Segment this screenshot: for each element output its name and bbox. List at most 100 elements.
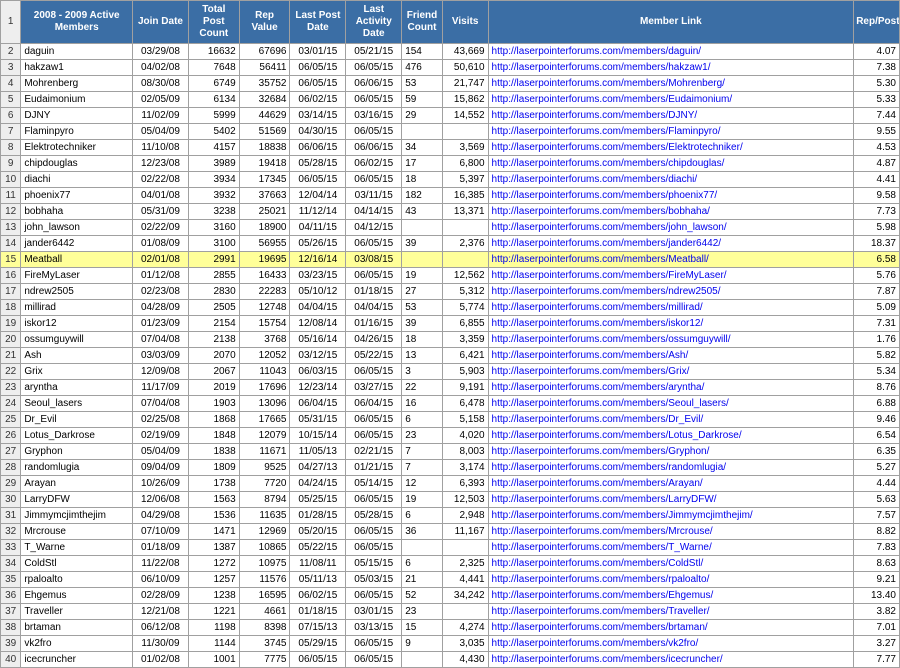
table-row[interactable]: 10diachi02/22/0839341734506/05/1506/05/1… bbox=[1, 172, 900, 188]
cell-link[interactable]: http://laserpointerforums.com/members/rp… bbox=[488, 572, 854, 588]
cell-link[interactable]: http://laserpointerforums.com/members/As… bbox=[488, 348, 854, 364]
table-row[interactable]: 4Mohrenberg08/30/0867493575206/05/1506/0… bbox=[1, 76, 900, 92]
cell-link[interactable]: http://laserpointerforums.com/members/Me… bbox=[488, 252, 854, 268]
cell-link[interactable]: http://laserpointerforums.com/members/ra… bbox=[488, 460, 854, 476]
col-join[interactable]: Join Date bbox=[133, 1, 189, 44]
cell-rep: 17696 bbox=[239, 380, 290, 396]
cell-link[interactable]: http://laserpointerforums.com/members/Ar… bbox=[488, 476, 854, 492]
cell-link[interactable]: http://laserpointerforums.com/members/Fl… bbox=[488, 124, 854, 140]
cell-link[interactable]: http://laserpointerforums.com/members/vk… bbox=[488, 636, 854, 652]
col-link[interactable]: Member Link bbox=[488, 1, 854, 44]
cell-link[interactable]: http://laserpointerforums.com/members/os… bbox=[488, 332, 854, 348]
cell-link[interactable]: http://laserpointerforums.com/members/di… bbox=[488, 172, 854, 188]
table-row[interactable]: 27Gryphon05/04/0918381167111/05/1302/21/… bbox=[1, 444, 900, 460]
cell-link[interactable]: http://laserpointerforums.com/members/is… bbox=[488, 316, 854, 332]
table-row[interactable]: 29Arayan10/26/091738772004/24/1505/14/15… bbox=[1, 476, 900, 492]
table-row[interactable]: 34ColdStl11/22/0812721097511/08/1105/15/… bbox=[1, 556, 900, 572]
table-row[interactable]: 35rpaloalto06/10/0912571157605/11/1305/0… bbox=[1, 572, 900, 588]
cell-link[interactable]: http://laserpointerforums.com/members/Ji… bbox=[488, 508, 854, 524]
table-row[interactable]: 5Eudaimonium02/05/0961343268406/02/1506/… bbox=[1, 92, 900, 108]
cell-link[interactable]: http://laserpointerforums.com/members/Co… bbox=[488, 556, 854, 572]
cell-reppost: 5.30 bbox=[854, 76, 900, 92]
cell-link[interactable]: http://laserpointerforums.com/members/ha… bbox=[488, 60, 854, 76]
cell-link[interactable]: http://laserpointerforums.com/members/T_… bbox=[488, 540, 854, 556]
table-row[interactable]: 21Ash03/03/0920701205203/12/1505/22/1513… bbox=[1, 348, 900, 364]
cell-link[interactable]: http://laserpointerforums.com/members/Dr… bbox=[488, 412, 854, 428]
table-row[interactable]: 15Meatball02/01/0829911969512/16/1403/08… bbox=[1, 252, 900, 268]
cell-link[interactable]: http://laserpointerforums.com/members/jo… bbox=[488, 220, 854, 236]
col-rep[interactable]: Rep Value bbox=[239, 1, 290, 44]
table-row[interactable]: 39vk2fro11/30/091144374505/29/1506/05/15… bbox=[1, 636, 900, 652]
cell-link[interactable]: http://laserpointerforums.com/members/ja… bbox=[488, 236, 854, 252]
table-row[interactable]: 31Jimmymcjimthejim04/29/0815361163501/28… bbox=[1, 508, 900, 524]
cell-rep: 12748 bbox=[239, 300, 290, 316]
table-row[interactable]: 6DJNY11/02/0959994462903/14/1503/16/1529… bbox=[1, 108, 900, 124]
table-row[interactable]: 26Lotus_Darkrose02/19/0918481207910/15/1… bbox=[1, 428, 900, 444]
table-row[interactable]: 11phoenix7704/01/0839323766312/04/1403/1… bbox=[1, 188, 900, 204]
cell-link[interactable]: http://laserpointerforums.com/members/br… bbox=[488, 620, 854, 636]
cell-link[interactable]: http://laserpointerforums.com/members/da… bbox=[488, 44, 854, 60]
col-reppost[interactable]: Rep/Post bbox=[854, 1, 900, 44]
table-row[interactable]: 25Dr_Evil02/25/0818681766505/31/1506/05/… bbox=[1, 412, 900, 428]
col-members[interactable]: 2008 - 2009 Active Members bbox=[21, 1, 133, 44]
table-row[interactable]: 24Seoul_lasers07/04/0819031309606/04/150… bbox=[1, 396, 900, 412]
row-number: 35 bbox=[1, 572, 21, 588]
table-row[interactable]: 36Ehgemus02/28/0912381659506/02/1506/05/… bbox=[1, 588, 900, 604]
table-row[interactable]: 14jander644201/08/0931005695505/26/1506/… bbox=[1, 236, 900, 252]
cell-lastpost: 10/15/14 bbox=[290, 428, 346, 444]
table-row[interactable]: 7Flaminpyro05/04/0954025156904/30/1506/0… bbox=[1, 124, 900, 140]
col-friend[interactable]: Friend Count bbox=[402, 1, 443, 44]
table-row[interactable]: 22Grix12/09/0820671104306/03/1506/05/153… bbox=[1, 364, 900, 380]
table-row[interactable]: 28randomlugia09/04/091809952504/27/1301/… bbox=[1, 460, 900, 476]
table-row[interactable]: 17ndrew250502/23/0828302228305/10/1201/1… bbox=[1, 284, 900, 300]
cell-link[interactable]: http://laserpointerforums.com/members/Mr… bbox=[488, 524, 854, 540]
cell-link[interactable]: http://laserpointerforums.com/members/Gr… bbox=[488, 364, 854, 380]
table-row[interactable]: 40icecruncher01/02/081001777506/05/1506/… bbox=[1, 652, 900, 668]
cell-rep: 67696 bbox=[239, 44, 290, 60]
col-posts[interactable]: Total Post Count bbox=[188, 1, 239, 44]
table-row[interactable]: 8Elektrotechniker11/10/0841571883806/06/… bbox=[1, 140, 900, 156]
cell-link[interactable]: http://laserpointerforums.com/members/Eu… bbox=[488, 92, 854, 108]
table-row[interactable]: 23aryntha11/17/0920191769612/23/1403/27/… bbox=[1, 380, 900, 396]
cell-link[interactable]: http://laserpointerforums.com/members/DJ… bbox=[488, 108, 854, 124]
table-row[interactable]: 38brtaman06/12/081198839807/15/1303/13/1… bbox=[1, 620, 900, 636]
cell-visits: 13,371 bbox=[442, 204, 488, 220]
table-row[interactable]: 37Traveller12/21/081221466101/18/1503/01… bbox=[1, 604, 900, 620]
cell-link[interactable]: http://laserpointerforums.com/members/Lo… bbox=[488, 428, 854, 444]
cell-link[interactable]: http://laserpointerforums.com/members/ic… bbox=[488, 652, 854, 668]
table-row[interactable]: 32Mrcrouse07/10/0914711296905/20/1506/05… bbox=[1, 524, 900, 540]
table-row[interactable]: 19iskor1201/23/0921541575412/08/1401/16/… bbox=[1, 316, 900, 332]
cell-link[interactable]: http://laserpointerforums.com/members/La… bbox=[488, 492, 854, 508]
cell-link[interactable]: http://laserpointerforums.com/members/El… bbox=[488, 140, 854, 156]
cell-link[interactable]: http://laserpointerforums.com/members/mi… bbox=[488, 300, 854, 316]
table-row[interactable]: 20ossumguywill07/04/082138376805/16/1404… bbox=[1, 332, 900, 348]
cell-link[interactable]: http://laserpointerforums.com/members/Mo… bbox=[488, 76, 854, 92]
table-row[interactable]: 18millirad04/28/0925051274804/04/1504/04… bbox=[1, 300, 900, 316]
table-row[interactable]: 3hakzaw104/02/0876485641106/05/1506/05/1… bbox=[1, 60, 900, 76]
cell-link[interactable]: http://laserpointerforums.com/members/ch… bbox=[488, 156, 854, 172]
cell-link[interactable]: http://laserpointerforums.com/members/Fi… bbox=[488, 268, 854, 284]
table-row[interactable]: 12bobhaha05/31/0932382502111/12/1404/14/… bbox=[1, 204, 900, 220]
cell-link[interactable]: http://laserpointerforums.com/members/nd… bbox=[488, 284, 854, 300]
row-number: 31 bbox=[1, 508, 21, 524]
cell-link[interactable]: http://laserpointerforums.com/members/Eh… bbox=[488, 588, 854, 604]
table-row[interactable]: 2daguin03/29/08166326769603/01/1505/21/1… bbox=[1, 44, 900, 60]
cell-reppost: 8.82 bbox=[854, 524, 900, 540]
table-row[interactable]: 9chipdouglas12/23/0839891941805/28/1506/… bbox=[1, 156, 900, 172]
row-number: 24 bbox=[1, 396, 21, 412]
col-visits[interactable]: Visits bbox=[442, 1, 488, 44]
cell-link[interactable]: http://laserpointerforums.com/members/Tr… bbox=[488, 604, 854, 620]
cell-link[interactable]: http://laserpointerforums.com/members/ph… bbox=[488, 188, 854, 204]
cell-link[interactable]: http://laserpointerforums.com/members/ar… bbox=[488, 380, 854, 396]
col-lastpost[interactable]: Last Post Date bbox=[290, 1, 346, 44]
cell-link[interactable]: http://laserpointerforums.com/members/bo… bbox=[488, 204, 854, 220]
table-row[interactable]: 13john_lawson02/22/0931601890004/11/1504… bbox=[1, 220, 900, 236]
table-row[interactable]: 16FireMyLaser01/12/0828551643303/23/1506… bbox=[1, 268, 900, 284]
cell-link[interactable]: http://laserpointerforums.com/members/Se… bbox=[488, 396, 854, 412]
cell-link[interactable]: http://laserpointerforums.com/members/Gr… bbox=[488, 444, 854, 460]
col-lastact[interactable]: Last Activity Date bbox=[346, 1, 402, 44]
cell-join: 10/26/09 bbox=[133, 476, 189, 492]
cell-lastpost: 05/29/15 bbox=[290, 636, 346, 652]
table-row[interactable]: 30LarryDFW12/06/081563879405/25/1506/05/… bbox=[1, 492, 900, 508]
table-row[interactable]: 33T_Warne01/18/0913871086505/22/1506/05/… bbox=[1, 540, 900, 556]
